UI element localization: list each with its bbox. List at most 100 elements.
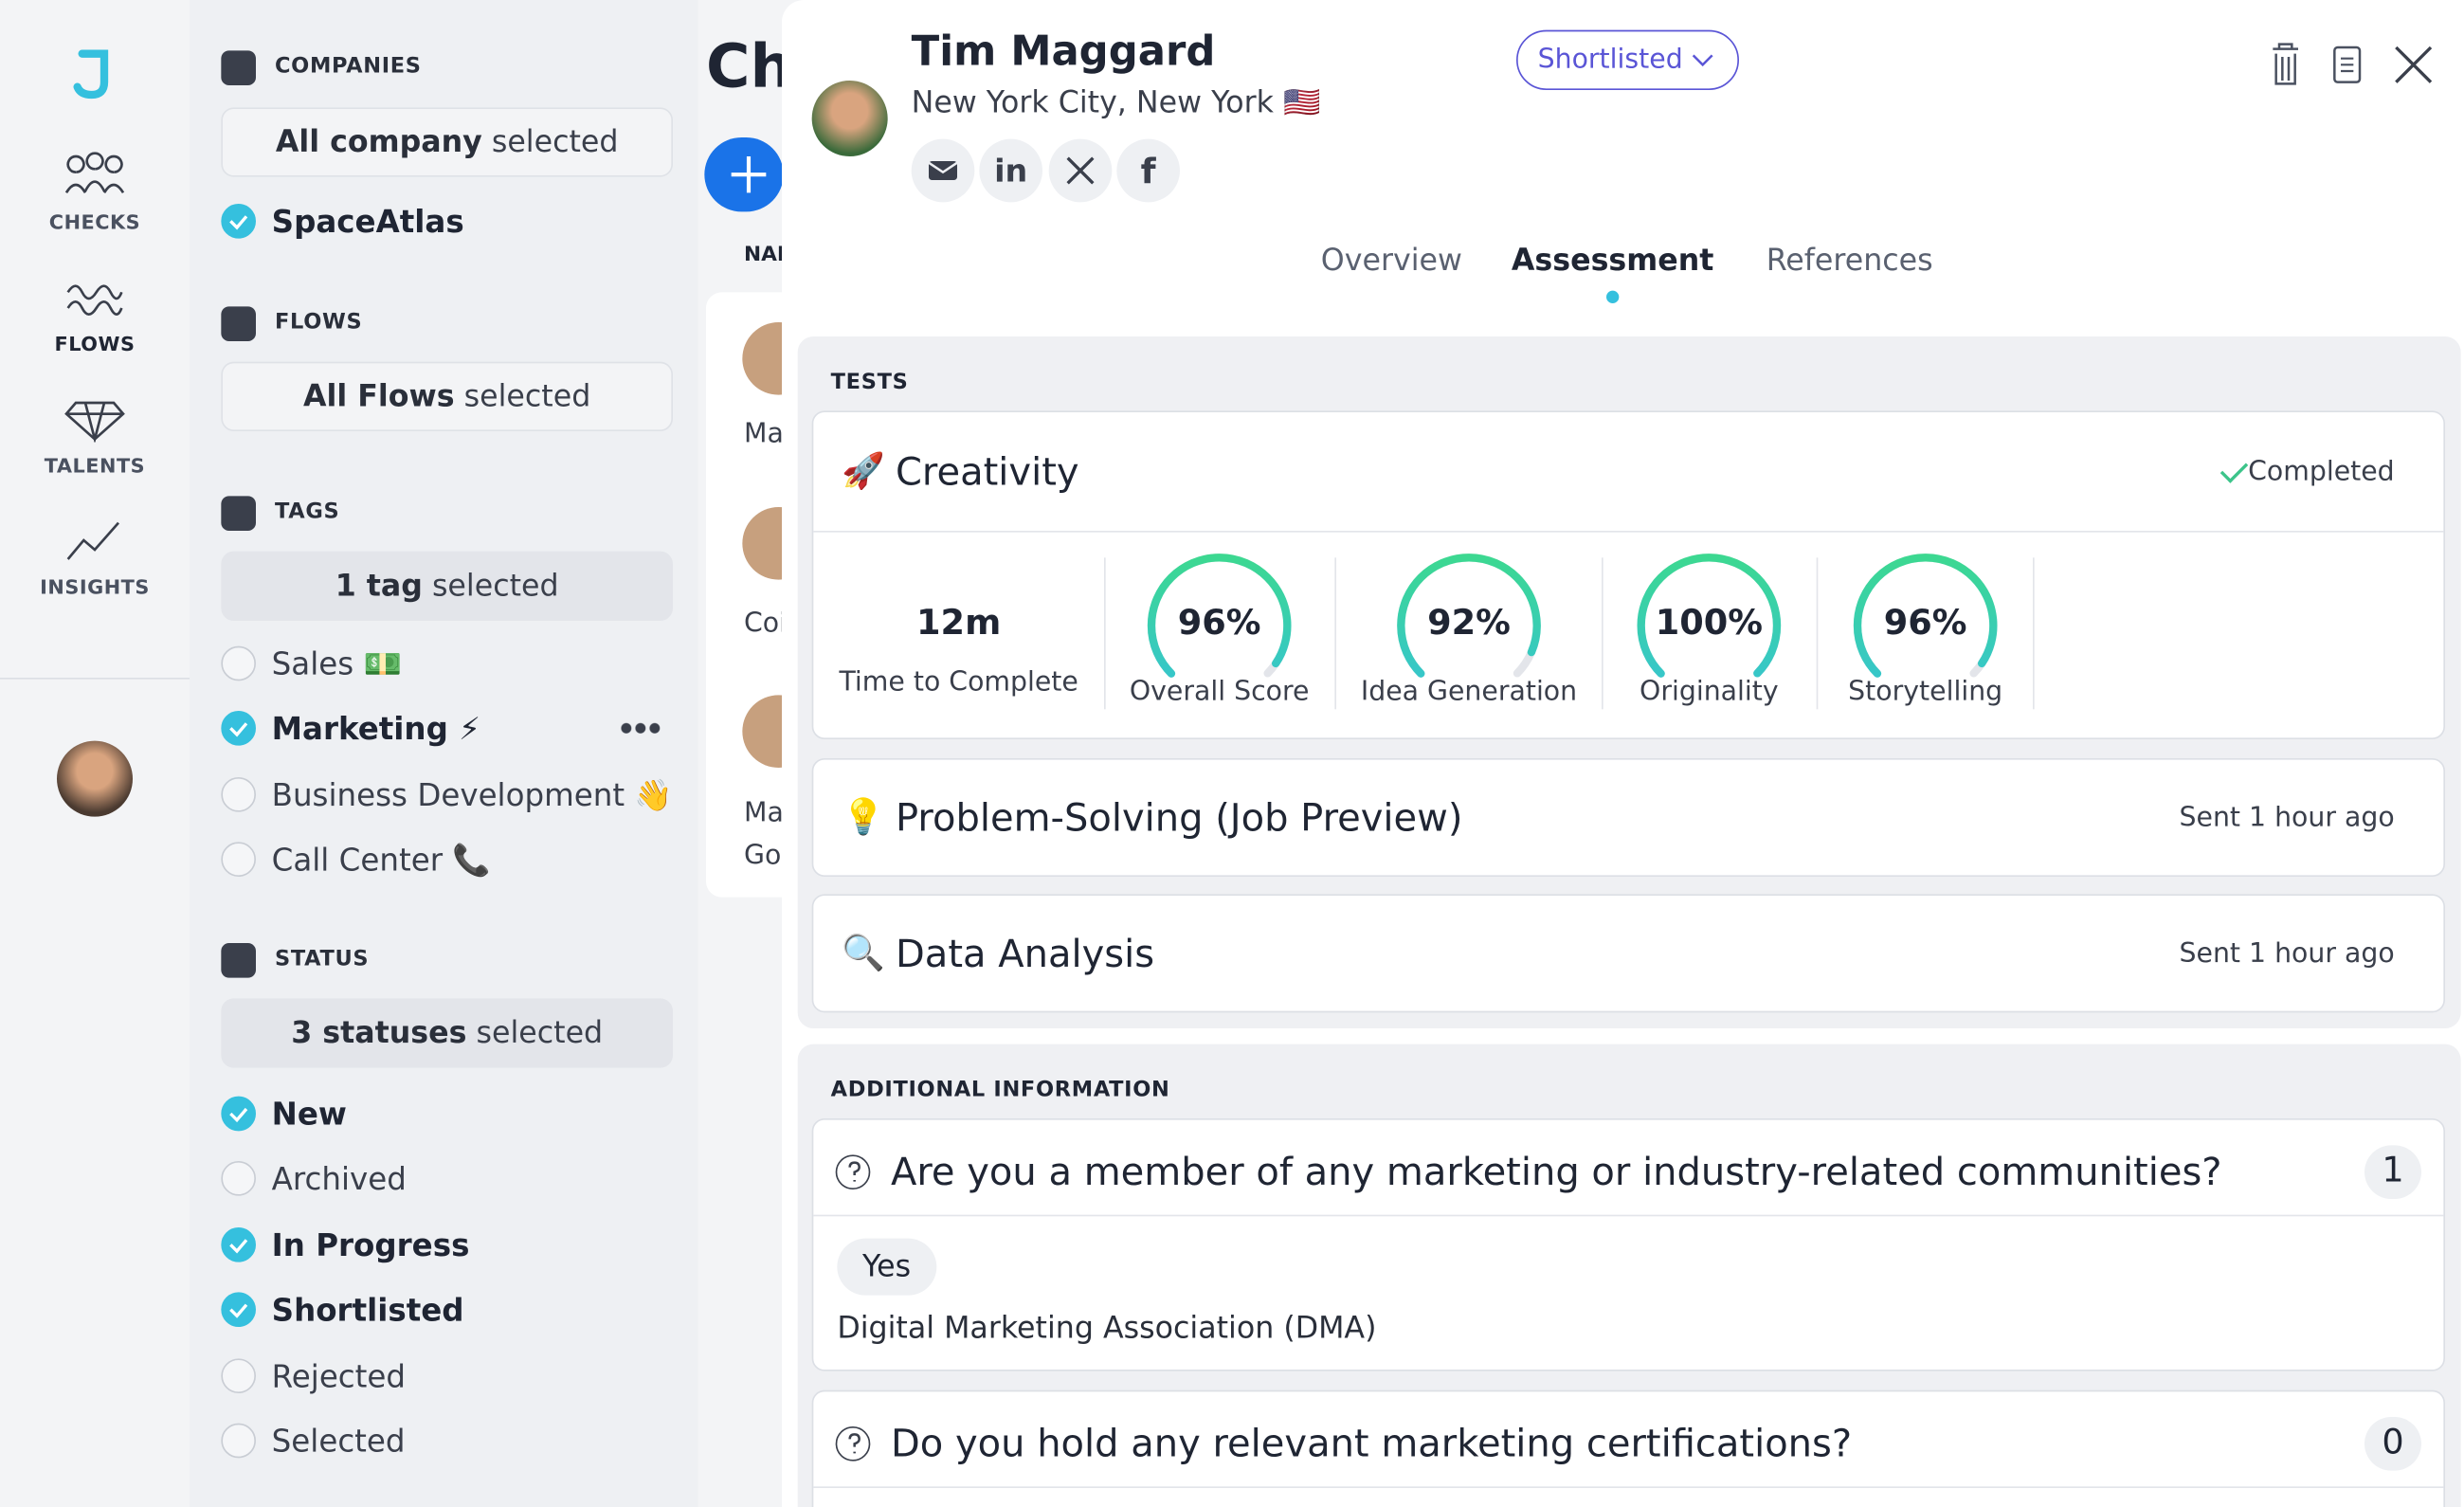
filter-option[interactable]: In Progress [221,1221,469,1268]
social-icons[interactable]: in f [911,138,1181,203]
svg-text:in: in [994,153,1027,190]
score-name: Originality [1640,676,1779,708]
divider [813,531,2444,533]
gauge-arc [1147,554,1292,698]
filter-selector[interactable]: All company selected [221,107,674,177]
nav-label[interactable]: FLOWS [54,332,136,356]
stat-separator [1334,557,1337,710]
stat-separator [1816,557,1819,710]
filter-option[interactable]: Sales 💵 [221,640,402,687]
filter-selector[interactable]: All Flows selected [221,361,674,432]
nav-icon[interactable] [63,517,127,564]
nav-label[interactable]: CHECKS [48,209,141,234]
test-card[interactable]: 🚀 Creativity Completed 12m Time to Complete 9… [811,410,2446,740]
test-icon: 💡 [842,798,886,839]
nav-icon[interactable] [63,150,127,197]
checkbox[interactable] [221,1358,257,1394]
nav-label[interactable]: INSIGHTS [40,574,150,599]
option-label: Call Center 📞 [271,841,491,878]
checkbox[interactable] [221,1423,257,1459]
filter-selector[interactable]: 1 tag selected [221,551,674,622]
tab[interactable]: References [1766,243,1933,279]
candidate-name-partial: Ma [744,797,784,830]
checkbox[interactable] [221,1096,257,1132]
filter-option[interactable]: Marketing ⚡ [221,704,480,752]
divider [0,678,190,680]
option-label: SpaceAtlas [271,203,464,240]
status-check [2219,455,2249,483]
option-label: In Progress [271,1226,470,1263]
checkbox[interactable] [221,204,257,239]
page-heading: Ch [706,31,793,101]
score-name: Overall Score [1129,676,1310,708]
score-name: Storytelling [1848,676,2003,708]
test-status: Sent 1 hour ago [2179,802,2395,835]
time-value: 12m [916,604,1002,645]
selector-text: selected [491,124,619,160]
score-name: Idea Generation [1360,676,1578,708]
question-text: Are you a member of any marketing or ind… [891,1150,2222,1195]
stat-separator [2033,557,2035,710]
checkbox[interactable] [221,711,257,746]
section-title: TESTS [830,370,909,395]
test-name: Data Analysis [896,932,1155,977]
checkbox[interactable] [221,842,257,878]
section-title: FLOWS [275,309,363,336]
tab[interactable]: Assessment [1511,243,1714,279]
test-card[interactable]: 💡 Problem-Solving (Job Preview) Sent 1 hou… [811,758,2446,878]
nav-bar: CHECKS FLOWS TALENTS INSIGHTS [0,0,190,1507]
action-icons[interactable] [2263,40,2437,90]
selector-text: selected [463,379,591,414]
candidate-name-partial: Go [744,840,782,873]
candidate-name: Tim Maggard [911,28,1216,77]
test-card[interactable]: 🔍 Data Analysis Sent 1 hour ago [811,894,2446,1013]
option-label: Business Development 👋 [271,776,673,813]
status-label: Shortlisted [1537,44,1683,77]
option-label: Selected [271,1422,406,1460]
section-title: COMPANIES [275,53,422,80]
gauge-arc [1637,554,1782,698]
nav-icon[interactable] [63,273,127,320]
stat-separator [1104,557,1106,710]
score-gauge [1397,554,1541,698]
filter-option[interactable]: Selected [221,1417,406,1464]
score-value: 100% [1655,604,1763,645]
selector-count: All Flows [303,379,455,414]
more-menu[interactable] [619,721,661,735]
answer-count: 1 [2364,1145,2422,1200]
gauge-arc [1397,554,1541,698]
checkbox[interactable] [221,645,257,681]
tab[interactable]: Overview [1320,243,1462,279]
status-dropdown[interactable]: Shortlisted [1516,29,1740,91]
checkbox[interactable] [221,1292,257,1328]
checkbox[interactable] [221,1161,257,1196]
add-button[interactable] [704,137,784,212]
checkbox[interactable] [221,1227,257,1262]
svg-text:f: f [1141,151,1157,191]
divider [813,1214,2444,1217]
filter-option[interactable]: Business Development 👋 [221,771,673,818]
score-value: 92% [1427,604,1511,645]
test-name: Creativity [896,450,1079,495]
section-icon [221,943,257,978]
filter-selector[interactable]: 3 statuses selected [221,998,674,1068]
filter-option[interactable]: Archived [221,1154,407,1202]
user-avatar[interactable] [57,740,134,817]
test-status: Completed [2248,456,2395,489]
filter-option[interactable]: SpaceAtlas [221,197,464,245]
column-header: NAI [744,243,785,267]
filter-option[interactable]: Shortlisted [221,1286,464,1334]
filter-option[interactable]: Call Center 📞 [221,836,491,883]
nav-icon[interactable] [63,395,127,443]
question-icon [835,1426,871,1462]
candidate-name-partial: Coi [744,608,788,641]
answer-tag: Yes [837,1238,936,1296]
nav-label[interactable]: TALENTS [44,453,146,478]
section-title: ADDITIONAL INFORMATION [830,1077,1170,1103]
question-card: Are you a member of any marketing or ind… [811,1118,2446,1371]
checkbox[interactable] [221,777,257,812]
filter-option[interactable]: Rejected [221,1353,406,1400]
question-text: Do you hold any relevant marketing certi… [891,1422,1853,1466]
filter-option[interactable]: New [221,1090,347,1137]
